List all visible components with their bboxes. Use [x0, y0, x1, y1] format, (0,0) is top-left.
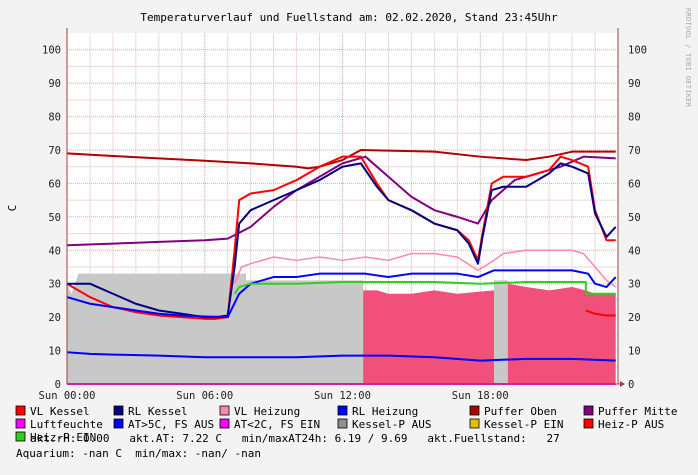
- legend-swatch: [15, 431, 26, 442]
- y-tick-label-right: 90: [628, 78, 641, 90]
- legend-label: AT>5C, FS AUS: [128, 418, 214, 431]
- series-vl-heizung: [233, 249, 617, 288]
- legend-swatch: [583, 418, 594, 429]
- x-tick-label: Sun 06:00: [176, 390, 233, 402]
- stats-line-values: akt.rH: 0.00 akt.AT: 7.22 C min/maxAT24h…: [30, 432, 560, 445]
- legend-swatch: [337, 405, 348, 416]
- y-tick-label: 50: [48, 212, 61, 224]
- y-tick-label-right: 70: [628, 145, 641, 157]
- series-heiz-p-aus: [585, 309, 616, 317]
- y-tick-label: 10: [48, 346, 61, 358]
- legend-label: Heiz-P AUS: [598, 418, 664, 431]
- legend-swatch: [219, 418, 230, 429]
- series-puffer-oben: [66, 149, 616, 170]
- y-tick-label: 40: [48, 245, 61, 257]
- y-tick-label-right: 80: [628, 112, 641, 124]
- y-tick-label: 70: [48, 145, 61, 157]
- y-tick-label-right: 20: [628, 312, 641, 324]
- y-tick-labels: 0 0 10 10 20 20 30 30 40 40 50 50 60 60 70 70 80 80 90 90 10…: [42, 45, 647, 391]
- legend-label: Kessel-P AUS: [352, 418, 431, 431]
- legend-swatch: [219, 405, 230, 416]
- y-tick-label-right: 40: [628, 245, 641, 257]
- legend-swatch: [583, 405, 594, 416]
- stats-line-aquarium: Aquarium: -nan C min/max: -nan/ -nan: [16, 447, 261, 460]
- legend-swatch: [113, 405, 124, 416]
- y-tick-label-right: 0: [628, 379, 634, 391]
- y-tick-label-right: 60: [628, 178, 641, 190]
- legend-label: Puffer Mitte: [598, 405, 677, 418]
- legend-label: Heiz-P EIN: [30, 431, 96, 444]
- y-tick-label: 0: [55, 379, 61, 391]
- area-heiz-p-aus: [363, 283, 616, 384]
- legend-label: VL Kessel: [30, 405, 90, 418]
- series-rl-heizung: [66, 269, 617, 319]
- legend-label: VL Heizung: [234, 405, 300, 418]
- x-tick-label: Sun 12:00: [314, 390, 371, 402]
- legend-swatch: [15, 418, 26, 429]
- y-tick-label: 90: [48, 78, 61, 90]
- y-tick-label: 100: [42, 45, 61, 57]
- legend-label: RL Heizung: [352, 405, 418, 418]
- y-tick-label-right: 10: [628, 346, 641, 358]
- y-tick-label: 60: [48, 178, 61, 190]
- legend-swatch: [15, 405, 26, 416]
- rrdtool-watermark: RRDTOOL / TOBI OETIKER: [684, 8, 692, 108]
- series-vl-kessel: [66, 155, 616, 320]
- x-tick-label: Sun 18:00: [452, 390, 509, 402]
- legend-swatch: [469, 418, 480, 429]
- y-tick-label: 20: [48, 312, 61, 324]
- area-series: [67, 273, 616, 384]
- series-rl-kessel: [67, 162, 617, 319]
- legend-label: AT<2C, FS EIN: [234, 418, 320, 431]
- y-tick-label: 80: [48, 112, 61, 124]
- x-tick-labels: Sun 00:00 Sun 06:00 Sun 12:00 Sun 18:00: [39, 390, 509, 402]
- legend-label: Luftfeuchte: [30, 418, 103, 431]
- legend: VL Kessel RL Kessel VL Heizung RL Heizung Pu…: [15, 405, 677, 444]
- legend-swatch: [113, 418, 124, 429]
- y-tick-label-right: 50: [628, 212, 641, 224]
- y-tick-label-right: 100: [628, 45, 647, 57]
- series-heiz-p-ein: [233, 281, 616, 295]
- x-tick-label: Sun 00:00: [39, 390, 96, 402]
- legend-label: RL Kessel: [128, 405, 188, 418]
- y-tick-label: 30: [48, 279, 61, 291]
- series-at-5c-fs-aus: [66, 351, 616, 362]
- legend-swatch: [337, 418, 348, 429]
- legend-swatch: [469, 405, 480, 416]
- chart-title: Temperaturverlauf und Fuellstand am: 02.…: [140, 11, 558, 24]
- axes: [66, 28, 625, 387]
- legend-label: Kessel-P EIN: [484, 418, 563, 431]
- y-tick-label-right: 30: [628, 279, 641, 291]
- y-axis-label: C: [6, 205, 19, 212]
- x-axis-arrow: [620, 381, 625, 387]
- legend-label: Puffer Oben: [484, 405, 557, 418]
